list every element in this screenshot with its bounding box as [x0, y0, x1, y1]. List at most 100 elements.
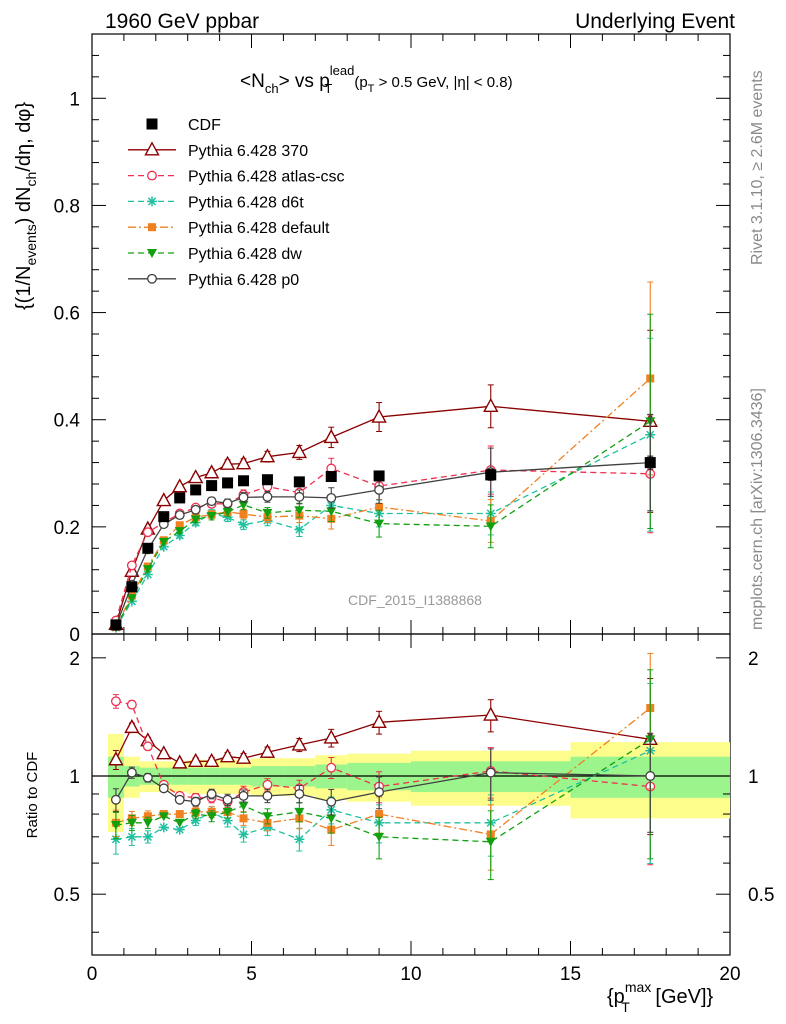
legend-marker-p370: [144, 141, 160, 156]
data-point-cdf: [190, 484, 202, 496]
data-point-dw: [190, 515, 201, 525]
legend-label-default: Pythia 6.428 default: [188, 220, 330, 237]
legend-label-cdf: CDF: [188, 117, 221, 134]
ratio-point-p370: [219, 748, 236, 763]
ratio-point-dw: [110, 821, 121, 831]
data-point-p370: [187, 469, 204, 484]
ratio-point-p370: [483, 706, 499, 721]
legend-marker-dw: [147, 249, 157, 258]
data-point-dw: [222, 507, 233, 517]
ratio-point-default: [143, 812, 152, 821]
x-tick-label: 5: [246, 964, 257, 985]
data-point-dw: [485, 522, 496, 532]
data-point-p370: [235, 455, 252, 470]
legend-marker-d6t: [147, 196, 157, 207]
data-point-cdf: [222, 477, 234, 489]
legend-marker-default: [148, 223, 156, 232]
ratio-point-p0: [262, 790, 273, 801]
ratio-point-p0: [222, 794, 233, 805]
legend-marker-cdf: [146, 118, 158, 130]
series-default: [111, 281, 655, 632]
data-point-cdf: [644, 457, 656, 469]
ratio-y-tick-label: 2: [69, 649, 80, 670]
legend-label-dw: Pythia 6.428 dw: [188, 246, 302, 263]
legend-marker-atlas: [147, 170, 157, 181]
ratio-point-default: [239, 814, 248, 823]
data-point-p0: [206, 496, 217, 507]
ratio-y-axis-label: Ratio to CDF: [24, 752, 41, 839]
data-point-d6t: [142, 569, 153, 580]
data-point-d6t: [294, 524, 305, 535]
ratio-point-p0: [645, 771, 656, 781]
data-point-dw: [326, 507, 337, 517]
ratio-point-dw: [262, 812, 273, 822]
ratio-point-atlas: [126, 699, 137, 710]
ratio-point-atlas: [326, 762, 337, 773]
ratio-point-p370: [259, 743, 276, 758]
ratio-point-dw: [222, 807, 233, 817]
y-tick-label: 0.2: [54, 518, 80, 539]
data-point-default: [239, 510, 248, 518]
ratio-point-p0: [374, 787, 385, 798]
data-point-p370: [172, 478, 188, 493]
x-tick-label: 10: [400, 964, 421, 985]
data-point-p370: [291, 443, 308, 459]
ratio-point-d6t: [126, 831, 137, 842]
data-point-p0: [326, 492, 337, 503]
ratio-point-dw: [190, 810, 201, 820]
data-point-p0: [262, 491, 273, 502]
ratio-point-d6t: [238, 829, 249, 840]
data-point-cdf: [293, 476, 305, 488]
data-point-dw: [174, 527, 185, 537]
legend-marker-p0: [147, 273, 157, 284]
ratio-y-tick-label-right: 1: [748, 767, 759, 788]
ratio-point-p0: [238, 790, 249, 801]
ratio-point-dw: [206, 812, 217, 822]
y-axis-label: {(1/Nevents) dNch/dη, dφ}: [13, 102, 39, 310]
ratio-point-atlas: [110, 696, 121, 707]
ratio-point-dw: [142, 818, 153, 828]
ratio-point-p370: [156, 745, 172, 760]
rivet-label: Rivet 3.1.10, ≥ 2.6M events: [749, 70, 766, 265]
ratio-point-d6t: [294, 834, 305, 845]
data-point-cdf: [110, 619, 122, 631]
data-point-cdf: [261, 474, 273, 486]
data-point-cdf: [174, 492, 186, 504]
data-point-cdf: [485, 469, 497, 481]
x-axis-label: {pmax T [GeV]}: [607, 979, 714, 1015]
ratio-y-tick-label-right: 0.5: [748, 885, 774, 906]
ratio-point-p370: [203, 752, 220, 768]
svg-text:{(1/Nevents) dNch/dη, dφ}: {(1/Nevents) dNch/dη, dφ}: [13, 102, 39, 310]
data-point-p370: [203, 464, 220, 479]
legend-label-atlas: Pythia 6.428 atlas-csc: [188, 169, 345, 186]
data-point-dw: [206, 512, 217, 522]
ratio-point-dw: [294, 807, 305, 817]
x-tick-label: 0: [87, 964, 98, 985]
data-point-cdf: [206, 480, 218, 492]
x-tick-label: 20: [719, 964, 740, 985]
data-point-p0: [190, 504, 201, 515]
ratio-point-p370: [291, 736, 308, 751]
data-point-p0: [238, 492, 249, 503]
ratio-point-default: [375, 810, 384, 819]
data-point-default: [175, 521, 184, 530]
ratio-point-p370: [172, 754, 188, 769]
ratio-band-inner: [107, 756, 124, 798]
plot-title: <Nch> vs plead T (pT > 0.5 GeV, |η| < 0.8): [240, 63, 513, 96]
ratio-y-tick-label: 0.5: [54, 885, 80, 906]
x-tick-label: 15: [560, 964, 581, 985]
data-point-d6t: [238, 519, 249, 530]
data-point-p0: [222, 498, 233, 509]
y-tick-label: 0.8: [54, 196, 80, 217]
ratio-point-atlas: [262, 779, 273, 790]
ratio-point-p0: [485, 767, 496, 778]
data-point-dw: [374, 519, 385, 529]
y-tick-label: 1: [69, 89, 80, 110]
legend-label-p370: Pythia 6.428 370: [188, 143, 308, 160]
ratio-point-default: [175, 810, 184, 819]
data-point-p370: [259, 448, 276, 463]
ratio-point-d6t: [158, 822, 169, 833]
ratio-point-p370: [323, 729, 339, 744]
ratio-point-atlas: [142, 741, 153, 752]
